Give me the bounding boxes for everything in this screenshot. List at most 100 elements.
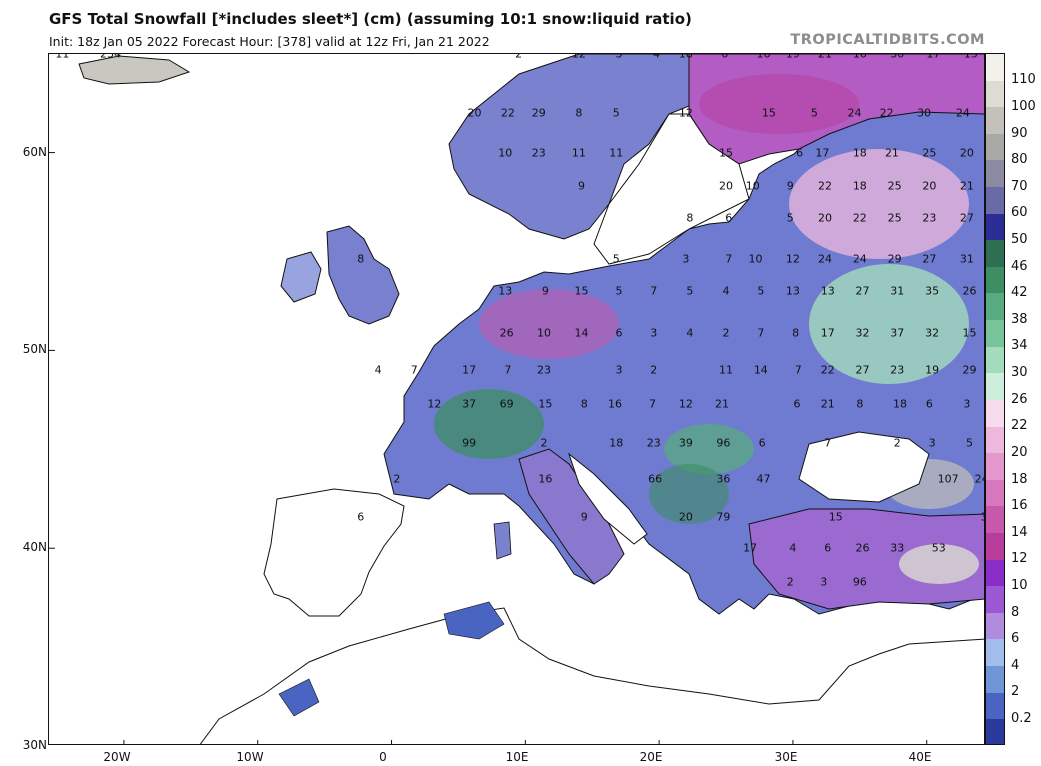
snowfall-label: 10 [745, 179, 760, 193]
color-bar [985, 53, 1005, 745]
snowfall-label: 31 [959, 252, 974, 266]
legend-swatch [986, 692, 1004, 720]
legend-level-label: 46 [1011, 258, 1028, 274]
snowfall-label: 26 [962, 284, 977, 298]
morocco-snow [278, 678, 320, 717]
snowfall-label: 69 [499, 397, 514, 411]
snowfall-label: 25 [922, 146, 937, 160]
snowfall-label: 10 [748, 252, 763, 266]
snowfall-label: 21 [959, 179, 974, 193]
legend-level-label: 60 [1011, 205, 1028, 221]
snowfall-label: 14 [574, 326, 589, 340]
snowfall-label: 14 [753, 363, 768, 377]
snowfall-label: 6 [925, 397, 933, 411]
legend-swatch [986, 240, 1004, 267]
snowfall-label: 13 [498, 284, 513, 298]
germany-magenta-snow [479, 289, 619, 359]
snowfall-label: 10 [498, 146, 513, 160]
snowfall-label: 2 [650, 363, 658, 377]
snowfall-label: 6 [615, 326, 623, 340]
snowfall-label: 21 [820, 397, 835, 411]
snowfall-label: 20 [959, 146, 974, 160]
snowfall-label: 2 [540, 436, 548, 450]
snowfall-label: 18 [852, 146, 867, 160]
snowfall-label: 19 [925, 363, 940, 377]
snowfall-label: 19 [785, 53, 800, 61]
snowfall-label: 16 [852, 53, 867, 61]
snowfall-label: 9 [580, 510, 588, 524]
scandinavia-snow [448, 54, 720, 240]
legend-level-label: 90 [1011, 125, 1028, 141]
lon-label-10w: 10W [236, 750, 264, 764]
snowfall-label: 23 [646, 436, 661, 450]
snowfall-label: 4 [686, 326, 694, 340]
snowfall-label: 15 [574, 284, 589, 298]
snowfall-label: 29 [962, 363, 977, 377]
snowfall-label: 20 [719, 179, 734, 193]
snowfall-label: 22 [879, 106, 894, 120]
snowfall-label: 3 [928, 436, 936, 450]
snowfall-label: 2 [786, 575, 794, 589]
snowfall-label: 7 [794, 363, 802, 377]
legend-swatch [986, 160, 1004, 188]
snowfall-label: 12 [678, 397, 693, 411]
legend-swatch [986, 320, 1004, 347]
snowfall-label: 27 [959, 211, 974, 225]
snowfall-label: 29 [531, 106, 546, 120]
lon-label-20w: 20W [103, 750, 131, 764]
legend-level-label: 30 [1011, 365, 1028, 381]
snowfall-label: 24 [974, 472, 984, 486]
snowfall-label: 3 [963, 397, 971, 411]
lat-label-30n: 30N [22, 738, 47, 752]
legend-swatch [986, 54, 1004, 81]
snowfall-label: 12 [427, 397, 442, 411]
snowfall-label: 4 [652, 53, 660, 61]
legend-swatch [986, 213, 1004, 241]
north-russia-magenta [699, 74, 859, 134]
lat-label-50n: 50N [22, 342, 47, 356]
snowfall-label: 9 [578, 179, 586, 193]
snowfall-label: 2 [893, 436, 901, 450]
carpathian-snow [664, 424, 754, 474]
legend-swatch [986, 346, 1004, 374]
snowfall-label: 22 [852, 211, 867, 225]
snowfall-label: 5 [615, 284, 623, 298]
snowfall-label: 2 [515, 53, 523, 61]
snowfall-label: 3 [615, 363, 623, 377]
snowfall-label: 15 [828, 510, 843, 524]
snowfall-label: 22 [500, 106, 515, 120]
lat-label-60n: 60N [22, 145, 47, 159]
snowfall-label: 5 [810, 106, 818, 120]
snowfall-label: 30 [917, 106, 932, 120]
snowfall-label: 7 [757, 326, 765, 340]
snowfall-label: 3 [615, 53, 623, 61]
snowfall-label: 5 [786, 211, 794, 225]
snowfall-label: 96 [716, 436, 731, 450]
snowfall-label: 35 [925, 284, 940, 298]
snowfall-label: 11 [571, 146, 586, 160]
adriatic-sea [567, 452, 648, 545]
legend-swatch [986, 133, 1004, 161]
snowfall-label: 3 [981, 510, 984, 523]
snowfall-label: 21 [884, 146, 899, 160]
snowfall-label: 25 [887, 211, 902, 225]
snowfall-label: 4 [722, 284, 730, 298]
snowfall-label: 32 [855, 326, 870, 340]
snowfall-label: 15 [538, 397, 553, 411]
snowfall-label: 7 [648, 397, 656, 411]
snowfall-label: 2 [393, 472, 401, 486]
legend-level-label: 6 [1011, 631, 1020, 647]
snowfall-label: 24 [852, 252, 867, 266]
snowfall-label: 66 [648, 472, 663, 486]
legend-level-label: 22 [1011, 418, 1028, 434]
north-africa-land [199, 607, 984, 744]
snowfall-label: 79 [716, 510, 731, 524]
snowfall-label: 11 [609, 146, 624, 160]
snowfall-label: 21 [818, 53, 833, 61]
snowfall-label: 18 [678, 53, 693, 61]
snowfall-label: 18 [609, 436, 624, 450]
snowfall-label: 23 [531, 146, 546, 160]
snowfall-label: 24 [955, 106, 970, 120]
snowfall-label: 22 [818, 179, 833, 193]
snowfall-label: 7 [410, 363, 418, 377]
